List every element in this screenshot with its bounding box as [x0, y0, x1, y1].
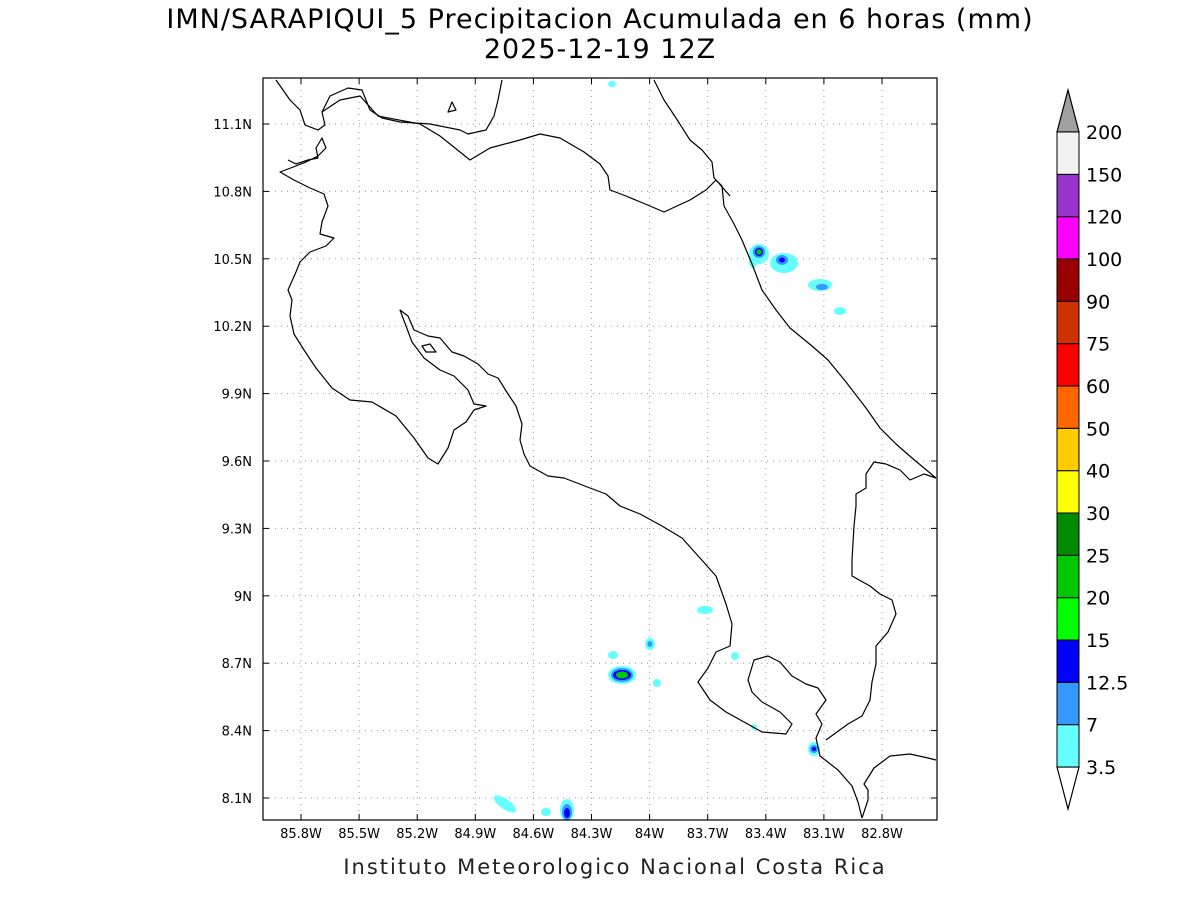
lat-tick-label: 8.1N [222, 792, 252, 807]
legend-level-label: 15 [1086, 630, 1110, 652]
precip-blob [779, 257, 785, 263]
precip-blob [564, 808, 570, 818]
precip-blob [608, 81, 616, 87]
precip-blob [647, 641, 653, 647]
legend-level-label: 25 [1086, 545, 1110, 567]
precip-blob [493, 795, 517, 813]
longitude-labels: 85.8W 85.5W 85.2W 84.9W 84.6W 84.3W 84W 83.7W 83… [280, 827, 903, 842]
precip-blob [697, 606, 713, 614]
plot-area [263, 78, 937, 820]
precip-blob [653, 679, 661, 687]
legend-level-label: 30 [1086, 503, 1110, 525]
legend-swatch [1056, 385, 1080, 429]
legend-level-label: 50 [1086, 418, 1110, 440]
legend-level-label: 7 [1086, 715, 1098, 737]
legend-swatch [1056, 173, 1080, 218]
precip-blob [816, 284, 828, 290]
footer-credit: Instituto Meteorologico Nacional Costa R… [343, 855, 887, 879]
lat-tick-label: 11.1N [213, 118, 252, 133]
lat-tick-label: 8.7N [222, 657, 252, 672]
legend-level-label: 120 [1086, 207, 1122, 229]
small-island [447, 101, 457, 113]
legend-swatch [1056, 639, 1080, 683]
lon-tick-label: 85.8W [280, 827, 322, 842]
lon-tick-label: 83.7W [687, 827, 729, 842]
legend-swatch [1056, 724, 1080, 768]
legend-level-label: 200 [1086, 122, 1122, 144]
lat-tick-label: 9.9N [222, 388, 252, 403]
panama-border [825, 461, 937, 741]
lat-tick-label: 9.3N [222, 522, 252, 537]
legend-level-label: 150 [1086, 164, 1122, 186]
lon-tick-label: 84W [635, 827, 665, 842]
north-border [321, 95, 731, 213]
legend-swatch [1056, 300, 1080, 345]
axis-ticks [263, 78, 937, 820]
legend-level-label: 75 [1086, 334, 1110, 356]
lat-tick-label: 10.5N [213, 253, 252, 268]
small-island [421, 343, 437, 353]
caribbean-coast [653, 79, 937, 479]
legend-swatch [1056, 512, 1080, 556]
lat-tick-label: 10.2N [213, 320, 252, 335]
legend-swatch [1056, 427, 1080, 472]
lon-tick-label: 85.2W [396, 827, 438, 842]
lon-tick-label: 85.5W [338, 827, 380, 842]
lon-tick-label: 84.6W [512, 827, 554, 842]
pacific-coast [279, 137, 863, 819]
precip-blob [608, 651, 618, 659]
precip-blob [834, 307, 846, 315]
map-subtitle: 2025-12-19 12Z [483, 34, 717, 65]
precip-blob [541, 808, 551, 816]
lat-tick-label: 10.8N [213, 185, 252, 200]
lat-tick-label: 8.4N [222, 725, 252, 740]
lat-tick-label: 9N [234, 590, 252, 605]
legend-swatch [1056, 470, 1080, 514]
lon-tick-label: 84.9W [454, 827, 496, 842]
lon-tick-label: 84.3W [571, 827, 613, 842]
legend-swatch [1056, 131, 1080, 175]
precipitation-blobs [493, 81, 846, 821]
legend-level-label: 40 [1086, 461, 1110, 483]
osa-inner-coast [861, 753, 937, 819]
legend-swatch [1056, 343, 1080, 387]
precip-blob [616, 671, 628, 679]
map-title: IMN/SARAPIQUI_5 Precipitacion Acumulada … [166, 4, 1034, 35]
legend-lower-arrow [1056, 766, 1080, 812]
nicaragua-lake-shore [275, 79, 503, 135]
precip-blob [812, 747, 816, 751]
legend-level-label: 60 [1086, 376, 1110, 398]
legend-swatch [1056, 216, 1080, 260]
legend-upper-arrow [1056, 87, 1080, 133]
legend-level-label: 20 [1086, 588, 1110, 610]
latitude-labels: 8.1N 8.4N 8.7N 9N 9.3N 9.6N 9.9N 10.2N 10.5N 10.8… [213, 118, 252, 807]
coastlines [275, 79, 937, 819]
lon-tick-label: 83.1W [803, 827, 845, 842]
color-legend: 3.5 7 12.5 15 20 25 30 40 50 60 75 90 100 120 150 200 [1056, 87, 1128, 812]
legend-level-label: 100 [1086, 249, 1122, 271]
lon-tick-label: 83.4W [745, 827, 787, 842]
legend-level-label: 3.5 [1086, 757, 1116, 779]
legend-swatch [1056, 681, 1080, 726]
precip-blob [756, 249, 762, 255]
lon-tick-label: 82.8W [861, 827, 903, 842]
legend-swatch [1056, 597, 1080, 641]
legend-swatch [1056, 258, 1080, 302]
precip-blob [731, 652, 739, 660]
legend-level-label: 90 [1086, 291, 1110, 313]
legend-level-label: 12.5 [1086, 672, 1128, 694]
lat-tick-label: 9.6N [222, 455, 252, 470]
plot-border [262, 77, 938, 821]
legend-swatch [1056, 554, 1080, 599]
precip-blob [749, 256, 757, 268]
